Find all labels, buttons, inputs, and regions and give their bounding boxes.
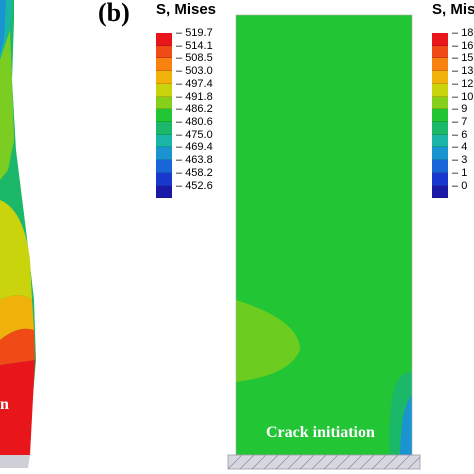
panel-b-legend-swatch [156,134,172,148]
panel-c-legend-swatch [432,134,448,148]
panel-b-legend-swatch [156,33,172,46]
panel-c-legend-swatch [432,122,448,135]
panel-c-legend-tick-label: 13 [452,65,473,78]
panel-b-legend-swatch [156,122,172,135]
panel-a-contour [0,0,36,468]
panel-c-legend-tick-label: 15 [452,52,473,65]
panel-c-legend-colorbar [432,33,448,199]
panel-c-legend-tick-label: 6 [452,129,473,142]
panel-c-legend-tick-label: 9 [452,103,473,116]
panel-c-legend-tick-label: 10 [452,91,473,104]
panel-b-legend-tick-label: 514.1 [176,40,213,53]
panel-b-legend-tick-label: 497.4 [176,78,213,91]
panel-b-legend-colorbar [156,33,172,199]
panel-b-legend-swatch [156,160,172,173]
panel-b-legend-swatch [156,109,172,123]
panel-c-legend-tick-label: 0 [452,180,473,193]
panel-c-legend-swatch [432,33,448,46]
panel-c-legend-swatch [432,160,448,173]
panel-c-legend-tick-label: 12 [452,78,473,91]
panel-b-legend-tick-label: 491.8 [176,91,213,104]
panel-b-legend-swatch [156,172,172,186]
panel-c-legend-tick-label: 4 [452,141,473,154]
panel-b-legend-tick-label: 503.0 [176,65,213,78]
panel-c-legend-swatch [432,45,448,59]
panel-b-legend-tick-label: 486.2 [176,103,213,116]
panel-c-legend-swatch [432,172,448,186]
panel-b-legend-swatch [156,45,172,59]
panel-c-legend-title: S, Mises [432,1,474,18]
panel-c-legend-swatch [432,83,448,97]
panel-c-legend-swatch [432,96,448,110]
panel-c-legend-swatch [432,109,448,123]
panel-b-legend-title: S, Mises [156,1,217,18]
panel-c-legend-swatch [432,147,448,161]
panel-b-legend-tick-label: 519.7 [176,27,213,40]
panel-c-legend-ticks: 1816151312109764310 [452,27,473,192]
panel-b-legend-swatch [156,185,172,199]
panel-b-legend-tick-label: 475.0 [176,129,213,142]
panel-b-legend-tick-label: 458.2 [176,167,213,180]
panel-c-legend-swatch [432,185,448,199]
panel-b-legend-tick-label: 452.6 [176,180,213,193]
panel-c-legend-swatch [432,71,448,84]
panel-b-legend-swatch [156,96,172,110]
panel-c-legend-tick-label: 18 [452,27,473,40]
panel-b-legend-tick-label: 480.6 [176,116,213,129]
panel-a-crack-label: n [0,396,9,413]
panel-b-legend-tick-label: 469.4 [176,141,213,154]
panel-b-legend-ticks: 519.7514.1508.5503.0497.4491.8486.2480.6… [176,27,213,192]
panel-c-legend-tick-label: 16 [452,40,473,53]
panel-c-legend-swatch [432,58,448,72]
panel-c-legend-tick-label: 3 [452,154,473,167]
panel-b-legend-swatch [156,71,172,84]
panel-b-crack-label: Crack initiation [266,424,375,441]
panel-c-legend-tick-label: 7 [452,116,473,129]
panel-b-contour [227,14,421,470]
panel-b-legend-tick-label: 463.8 [176,154,213,167]
panel-b-legend-swatch [156,147,172,161]
panel-b-label: (b) [98,0,130,27]
panel-c-legend-tick-label: 1 [452,167,473,180]
panel-b-legend-tick-label: 508.5 [176,52,213,65]
panel-b-legend-swatch [156,58,172,72]
panel-b-legend-swatch [156,83,172,97]
